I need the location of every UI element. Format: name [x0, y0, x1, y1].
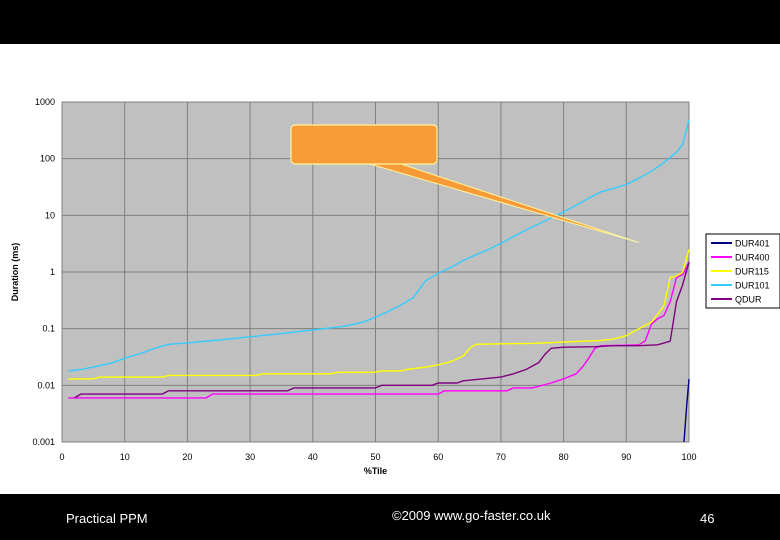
y-tick-label: 0.01: [37, 380, 55, 390]
y-tick-label: 1000: [35, 97, 55, 107]
callout-box: [290, 124, 438, 165]
legend-label-qdur: QDUR: [735, 295, 762, 305]
y-axis-title: Duration (ms): [10, 243, 20, 302]
legend-label-dur101: DUR101: [735, 281, 770, 291]
x-tick-label: 40: [308, 452, 318, 462]
x-axis-title: %Tile: [364, 466, 387, 476]
y-tick-label: 0.001: [32, 437, 55, 447]
footer-copyright: ©2009 www.go-faster.co.uk: [392, 508, 551, 523]
x-tick-label: 100: [681, 452, 696, 462]
x-tick-label: 30: [245, 452, 255, 462]
x-tick-label: 80: [559, 452, 569, 462]
series-line-dur101: [68, 119, 690, 372]
series-line-dur401: [683, 378, 690, 443]
x-tick-label: 10: [120, 452, 130, 462]
duration-percentile-chart: 0 10 20 30 40 50 60 70 80 90 100 0.001 0.01 0.1 1 10 100…: [10, 97, 780, 476]
x-tick-label: 20: [182, 452, 192, 462]
series-line-dur115: [68, 249, 690, 380]
y-tick-label: 1: [50, 267, 55, 277]
top-banner: [0, 0, 780, 44]
x-tick-label: 0: [59, 452, 64, 462]
x-tick-label: 90: [621, 452, 631, 462]
slide-footer: Practical PPM ©2009 www.go-faster.co.uk …: [0, 494, 780, 540]
legend-label-dur401: DUR401: [735, 239, 770, 249]
x-tick-label: 60: [433, 452, 443, 462]
legend-label-dur115: DUR115: [735, 267, 769, 277]
page-number: 46: [700, 511, 715, 526]
legend-label-dur400: DUR400: [735, 253, 770, 263]
x-tick-label: 50: [370, 452, 380, 462]
series-line-dur400: [68, 261, 690, 399]
footer-title: Practical PPM: [66, 511, 148, 526]
y-tick-label: 100: [40, 154, 55, 164]
y-tick-label: 10: [45, 210, 55, 220]
x-tick-label: 70: [496, 452, 506, 462]
y-tick-label: 0.1: [42, 324, 55, 334]
series-line-qdur: [74, 261, 690, 399]
